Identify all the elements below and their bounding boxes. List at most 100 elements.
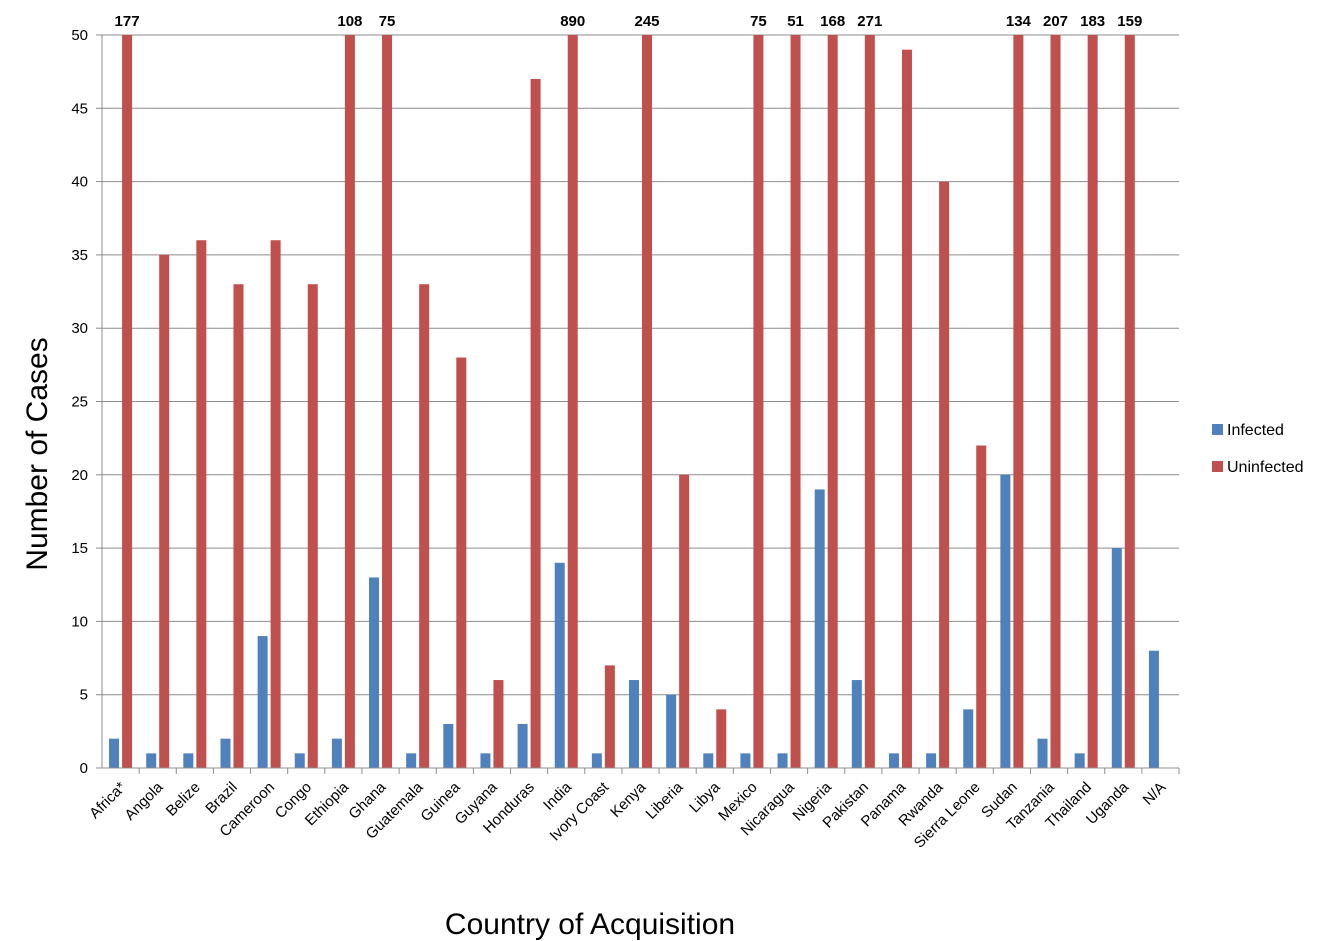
uninfected-bar-27 — [1124, 35, 1135, 768]
uninfected-bar-16 — [716, 709, 727, 768]
infected-bar-17 — [740, 753, 751, 768]
x-tick-label: Africa* — [86, 779, 129, 822]
infected-bar-14 — [629, 680, 639, 768]
infected-bar-3 — [220, 738, 231, 768]
uninfected-bar-12 — [567, 35, 578, 768]
infected-bar-4 — [257, 636, 268, 768]
infected-bar-7 — [369, 577, 380, 768]
y-tick-label: 10 — [71, 613, 88, 630]
gridlines — [102, 34, 1179, 696]
uninfected-bar-13 — [604, 665, 615, 768]
infected-bar-6 — [331, 738, 342, 768]
x-tick-label: Uganda — [1083, 778, 1133, 828]
infected-bar-18 — [777, 753, 788, 768]
uninfected-bar-3 — [233, 284, 244, 768]
bars — [109, 35, 1159, 769]
infected-bar-9 — [443, 724, 454, 768]
uninfected-bar-22 — [939, 181, 950, 769]
infected-bar-11 — [517, 724, 528, 768]
uninfected-bar-19 — [827, 35, 838, 768]
infected-bar-24 — [1000, 474, 1011, 768]
y-tick-label: 50 — [71, 27, 88, 44]
infected-bar-22 — [926, 753, 937, 768]
x-tick-label: Belize — [163, 779, 204, 820]
infected-bar-12 — [554, 562, 565, 768]
uninfected-bar-2 — [196, 240, 207, 769]
legend-swatch-uninfected — [1212, 461, 1223, 472]
overflow-value-label: 890 — [560, 13, 585, 30]
uninfected-bar-10 — [493, 680, 504, 768]
infected-bar-8 — [406, 753, 417, 768]
uninfected-bar-25 — [1050, 35, 1061, 768]
infected-bar-23 — [963, 709, 974, 768]
overflow-value-label: 177 — [115, 13, 140, 30]
infected-bar-19 — [814, 489, 825, 768]
x-tick-label: N/A — [1140, 779, 1170, 809]
infected-bar-13 — [591, 753, 602, 768]
x-tick-label: Liberia — [643, 778, 687, 822]
uninfected-bar-14 — [642, 35, 652, 768]
infected-bar-20 — [851, 680, 862, 768]
overflow-value-label: 134 — [1006, 13, 1032, 30]
y-tick-label: 15 — [71, 540, 88, 557]
infected-bar-15 — [666, 694, 677, 768]
infected-bar-1 — [146, 753, 157, 768]
y-tick-label: 5 — [80, 687, 88, 704]
y-tick-label: 0 — [80, 760, 88, 777]
y-axis-title: Number of Cases — [21, 337, 54, 570]
y-tick-label: 45 — [71, 100, 88, 117]
uninfected-bar-17 — [753, 35, 764, 768]
legend-label: Infected — [1227, 422, 1284, 439]
infected-bar-10 — [480, 753, 491, 768]
overflow-value-label: 75 — [750, 13, 767, 30]
x-tick-label: Angola — [121, 778, 167, 824]
infected-bar-5 — [294, 753, 305, 768]
infected-bar-0 — [109, 738, 120, 768]
uninfected-bar-24 — [1013, 35, 1024, 768]
legend-swatch-infected — [1212, 424, 1223, 435]
legend: Infected Uninfected — [1212, 422, 1304, 476]
y-tick-label: 20 — [71, 467, 88, 484]
uninfected-bar-23 — [976, 445, 987, 768]
overflow-value-label: 168 — [820, 13, 845, 30]
uninfected-bar-11 — [530, 78, 541, 769]
uninfected-bar-21 — [901, 49, 912, 769]
uninfected-bar-18 — [790, 35, 801, 768]
x-tick-label: Kenya — [607, 778, 650, 821]
x-axis-title: Country of Acquisition — [445, 908, 735, 941]
overflow-value-label: 271 — [857, 13, 882, 30]
infected-bar-16 — [703, 753, 714, 768]
axes — [101, 35, 1179, 769]
overflow-value-label: 159 — [1117, 13, 1142, 30]
uninfected-bar-1 — [159, 254, 170, 768]
y-axis-ticks: 0 5 10 15 20 25 30 35 40 45 50 — [71, 27, 102, 777]
overflow-value-labels: 177 108 75 890 245 75 51 168 271 134 207 183 159 — [115, 13, 1143, 30]
uninfected-bar-0 — [122, 35, 133, 768]
overflow-value-label: 108 — [337, 13, 362, 30]
infected-bar-28 — [1148, 650, 1159, 768]
uninfected-bar-9 — [456, 357, 467, 768]
overflow-value-label: 183 — [1080, 13, 1105, 30]
infected-bar-21 — [888, 753, 899, 768]
y-tick-label: 30 — [71, 320, 88, 337]
uninfected-bar-7 — [382, 35, 393, 768]
legend-label: Uninfected — [1227, 459, 1304, 476]
overflow-value-label: 245 — [634, 13, 659, 30]
uninfected-bar-6 — [344, 35, 355, 768]
uninfected-bar-26 — [1087, 35, 1098, 768]
x-axis-ticks: Africa*AngolaBelizeBrazilCameroonCongoEt… — [86, 768, 1180, 852]
uninfected-bar-8 — [419, 284, 430, 768]
uninfected-bar-5 — [307, 284, 318, 768]
overflow-value-label: 75 — [379, 13, 396, 30]
y-tick-label: 35 — [71, 247, 88, 264]
infected-bar-2 — [183, 753, 194, 768]
overflow-value-label: 207 — [1043, 13, 1068, 30]
infected-bar-25 — [1037, 738, 1048, 768]
uninfected-bar-15 — [679, 474, 690, 768]
y-tick-label: 40 — [71, 174, 88, 191]
uninfected-bar-4 — [270, 240, 281, 769]
infected-bar-27 — [1111, 548, 1122, 768]
infected-bar-26 — [1074, 753, 1085, 768]
overflow-value-label: 51 — [787, 13, 804, 30]
